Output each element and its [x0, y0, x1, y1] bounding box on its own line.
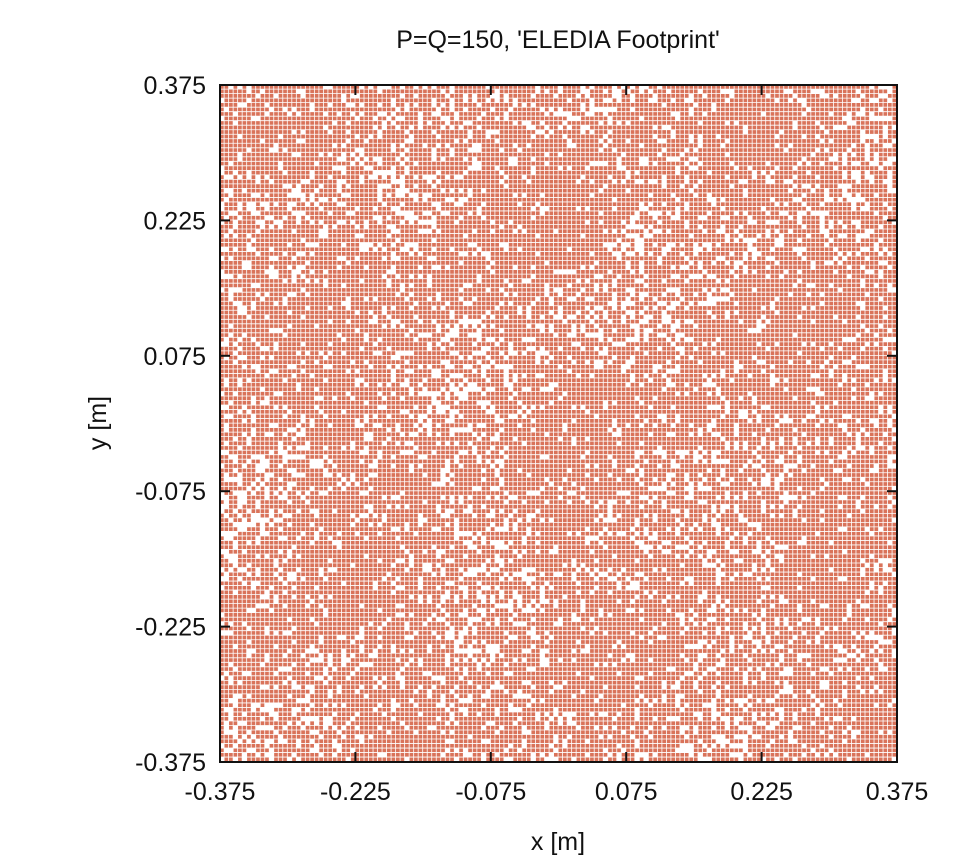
y-tick-label: 0.225 [143, 207, 206, 235]
plot-frame [219, 84, 898, 763]
array-elements [220, 85, 897, 762]
array-element-squares [220, 85, 897, 762]
y-axis-label: y [m] [84, 396, 112, 450]
x-tick-label: 0.225 [730, 778, 793, 806]
x-tick-label: -0.225 [320, 778, 391, 806]
y-tick-label: 0.075 [143, 343, 206, 371]
y-tick-label: 0.375 [143, 72, 206, 100]
chart-title: P=Q=150, 'ELEDIA Footprint' [396, 26, 720, 54]
x-tick-label: -0.375 [185, 778, 256, 806]
y-axis-ticks: -0.375 -0.225 -0.075 0.075 0.225 0.375 [135, 72, 897, 777]
y-tick-label: -0.075 [135, 478, 206, 506]
x-tick-label: 0.075 [595, 778, 658, 806]
y-tick-label: -0.225 [135, 614, 206, 642]
x-axis-ticks: -0.375 -0.225 -0.075 0.075 0.225 0.375 [185, 85, 929, 806]
x-tick-label: 0.375 [866, 778, 929, 806]
x-axis-label: x [m] [531, 828, 585, 856]
y-tick-label: -0.375 [135, 749, 206, 777]
x-tick-label: -0.075 [455, 778, 526, 806]
